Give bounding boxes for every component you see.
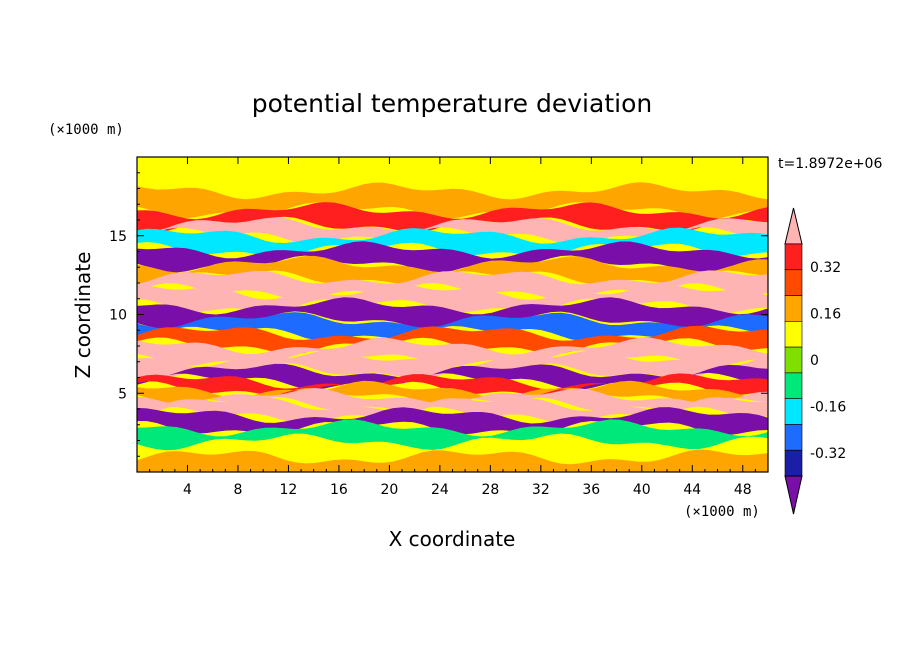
contour-band <box>137 407 768 435</box>
y-axis-ticks: 5 10 15 <box>109 172 768 457</box>
x-tick-label: 8 <box>233 482 242 498</box>
contour-band <box>137 449 768 472</box>
contour-band <box>137 337 768 367</box>
colorbar-segment <box>784 321 803 348</box>
contour-band <box>137 241 768 273</box>
colorbar-extend-min <box>784 475 803 515</box>
x-tick-label: 20 <box>380 482 398 498</box>
colorbar-tick-label: -0.16 <box>810 399 846 415</box>
chart-title: potential temperature deviation <box>252 89 652 118</box>
contour-field <box>137 157 768 472</box>
contour-band <box>137 297 768 329</box>
x-tick-label: 4 <box>183 482 192 498</box>
colorbar-tick-label: 0.32 <box>810 260 841 276</box>
colorbar-tick-label: -0.32 <box>810 446 846 462</box>
contour-band <box>137 217 768 245</box>
colorbar: 0.32 0.16 0 -0.16 -0.32 <box>784 207 846 515</box>
x-tick-label: 24 <box>431 482 449 498</box>
colorbar-segment <box>784 269 803 296</box>
x-tick-label: 48 <box>734 482 752 498</box>
contour-band <box>137 255 768 285</box>
y-tick-label: 10 <box>109 308 127 324</box>
contour-band <box>137 270 768 301</box>
x-tick-label: 40 <box>633 482 651 498</box>
contour-band <box>137 312 768 341</box>
contour-band <box>137 182 768 220</box>
colorbar-segment <box>784 372 803 399</box>
colorbar-segment <box>784 424 803 451</box>
colorbar-tick-label: 0.16 <box>810 307 841 323</box>
contour-band <box>137 434 768 465</box>
contour-band <box>137 388 768 412</box>
contour-band <box>137 157 768 200</box>
x-tick-label: 16 <box>330 482 348 498</box>
colorbar-segment <box>784 449 803 477</box>
contour-band <box>137 202 768 233</box>
x-tick-label: 44 <box>683 482 701 498</box>
contour-band <box>137 283 768 314</box>
y-axis-unit: (×1000 m) <box>48 122 124 138</box>
y-axis-label: Z coordinate <box>71 252 95 379</box>
contour-band <box>137 373 768 397</box>
time-label: t=1.8972e+06 <box>778 156 882 172</box>
x-tick-label: 28 <box>481 482 499 498</box>
colorbar-segment <box>784 295 803 322</box>
contour-band <box>137 380 768 405</box>
contour-band <box>137 350 768 380</box>
colorbar-segment <box>784 346 803 374</box>
x-axis-label: X coordinate <box>389 527 516 551</box>
colorbar-tick-label: 0 <box>810 353 819 369</box>
y-tick-label: 15 <box>109 229 127 245</box>
x-axis-ticks: 4 8 12 16 20 24 28 32 36 40 44 48 <box>149 157 756 498</box>
colorbar-extend-max <box>784 207 803 245</box>
x-tick-label: 32 <box>532 482 550 498</box>
contour-band <box>137 419 768 451</box>
colorbar-segment <box>784 243 803 271</box>
x-axis-unit: (×1000 m) <box>684 504 760 520</box>
x-tick-label: 12 <box>280 482 298 498</box>
y-tick-label: 5 <box>118 386 127 402</box>
contour-band <box>137 227 768 258</box>
contour-band <box>137 397 768 424</box>
x-tick-label: 36 <box>582 482 600 498</box>
colorbar-segment <box>784 398 803 425</box>
contour-band <box>137 363 768 390</box>
